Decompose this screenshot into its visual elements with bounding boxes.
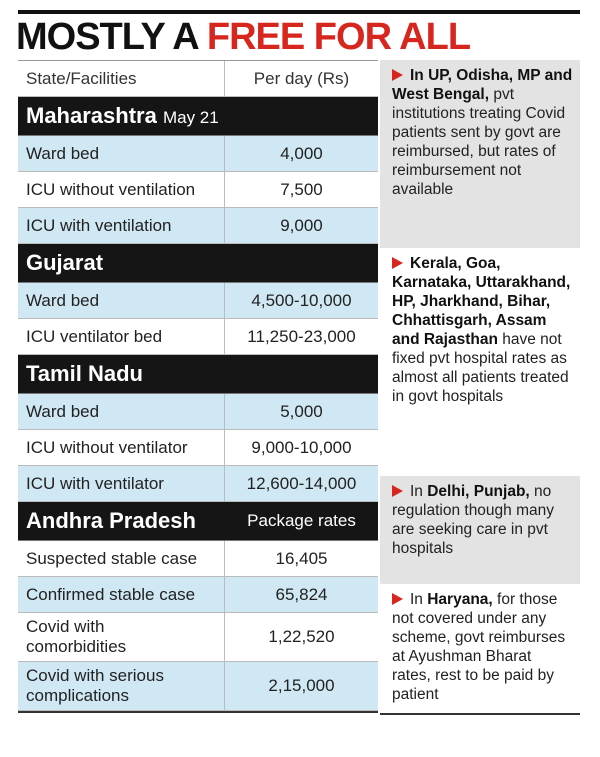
facility-row: Confirmed stable case 65,824 xyxy=(18,577,378,613)
header-cell: State/Facilities xyxy=(18,61,225,96)
facility-row: Suspected stable case 16,405 xyxy=(18,541,378,577)
state-cell: Gujarat xyxy=(18,246,225,280)
facility-rate: 5,000 xyxy=(280,401,323,421)
facility-name: Ward bed xyxy=(18,394,225,429)
note-lead: In xyxy=(410,591,428,608)
note-text: for those not covered under any scheme, … xyxy=(392,591,566,703)
facility-row: ICU without ventilator 9,000-10,000 xyxy=(18,430,378,466)
section-header: Andhra Pradesh Package rates xyxy=(18,502,378,541)
facility-rate: 2,15,000 xyxy=(268,676,335,695)
state-name: Andhra Pradesh xyxy=(26,508,196,533)
facility-rate: 1,22,520 xyxy=(268,627,335,646)
state-cell: Maharashtra May 21 xyxy=(18,99,225,133)
note-arrow xyxy=(392,257,403,269)
unit-label: Package rates xyxy=(247,511,356,530)
facility-rate: 65,824 xyxy=(275,584,328,604)
note: In UP, Odisha, MP and West Bengal, pvt i… xyxy=(380,60,580,248)
state-name: Tamil Nadu xyxy=(26,361,143,386)
facility-name: Covid with comorbidities xyxy=(18,613,225,661)
note-arrow xyxy=(392,485,403,497)
section-header: Tamil Nadu xyxy=(18,355,378,394)
note-bold: Haryana, xyxy=(427,591,493,608)
facility-rate: 16,405 xyxy=(275,548,328,568)
section-header: Maharashtra May 21 xyxy=(18,97,378,136)
facility-name: ICU with ventilation xyxy=(18,208,225,243)
note-text: have not fixed pvt hospital rates as alm… xyxy=(392,331,569,405)
notes-panel: In UP, Odisha, MP and West Bengal, pvt i… xyxy=(380,60,580,715)
note-lead: In xyxy=(410,483,428,500)
facility-rate: 12,600-14,000 xyxy=(246,473,357,493)
facility-rate: 11,250-23,000 xyxy=(247,326,356,346)
facility-name: ICU without ventilation xyxy=(18,172,225,207)
note-bold: Kerala, Goa, Karnataka, Uttarakhand, HP,… xyxy=(392,255,571,348)
facility-row: Covid with comorbidities 1,22,520 xyxy=(18,613,378,662)
note-arrow xyxy=(392,593,403,605)
state-name: Gujarat xyxy=(26,250,104,275)
facility-row: ICU with ventilator 12,600-14,000 xyxy=(18,466,378,502)
note-text: pvt institutions treating Covid patients… xyxy=(392,86,566,198)
facility-name: Ward bed xyxy=(18,136,225,171)
state-note: May 21 xyxy=(162,108,219,127)
title: MOSTLY A FREE FOR ALL xyxy=(16,16,471,59)
section-header: Gujarat xyxy=(18,244,378,283)
facility-name: ICU ventilator bed xyxy=(18,319,225,354)
note: Kerala, Goa, Karnataka, Uttarakhand, HP,… xyxy=(380,248,580,476)
note-bold: Delhi, Punjab, xyxy=(427,483,530,500)
facility-rate: 4,000 xyxy=(280,143,323,163)
note: In Haryana, for those not covered under … xyxy=(380,584,580,713)
facility-row: Ward bed 5,000 xyxy=(18,394,378,430)
state-cell: Andhra Pradesh xyxy=(18,504,225,538)
top-rule xyxy=(18,10,580,14)
note-arrow xyxy=(392,69,403,81)
facility-rate: 9,000-10,000 xyxy=(251,437,352,457)
facility-name: Covid with serious complications xyxy=(18,662,225,710)
facility-row: Ward bed 4,000 xyxy=(18,136,378,172)
facility-row: Covid with serious complications 2,15,000 xyxy=(18,662,378,711)
facility-row: ICU ventilator bed 11,250-23,000 xyxy=(18,319,378,355)
facility-name: Ward bed xyxy=(18,283,225,318)
facility-name: ICU without ventilator xyxy=(18,430,225,465)
state-name: Maharashtra xyxy=(26,103,157,128)
rates-table: State/Facilities Per day (Rs) Maharashtra … xyxy=(18,60,378,713)
facility-rate: 4,500-10,000 xyxy=(251,290,352,310)
note: In Delhi, Punjab, no regulation though m… xyxy=(380,476,580,584)
facility-name: ICU with ventilator xyxy=(18,466,225,501)
title-lead: MOSTLY A xyxy=(16,16,198,58)
unit-cell: Package rates xyxy=(225,511,378,531)
header-cell: Per day (Rs) xyxy=(253,68,350,88)
state-cell: Tamil Nadu xyxy=(18,357,225,391)
facility-row: ICU with ventilation 9,000 xyxy=(18,208,378,244)
facility-row: ICU without ventilation 7,500 xyxy=(18,172,378,208)
facility-row: Ward bed 4,500-10,000 xyxy=(18,283,378,319)
note-bold: In UP, Odisha, MP and West Bengal, xyxy=(392,67,573,103)
header-row: State/Facilities Per day (Rs) xyxy=(18,61,378,97)
facility-name: Suspected stable case xyxy=(18,541,225,576)
facility-name: Confirmed stable case xyxy=(18,577,225,612)
facility-rate: 9,000 xyxy=(280,215,323,235)
facility-rate: 7,500 xyxy=(280,179,323,199)
title-highlight: FREE FOR ALL xyxy=(206,16,471,58)
note-text: no regulation though many are seeking ca… xyxy=(392,483,555,557)
